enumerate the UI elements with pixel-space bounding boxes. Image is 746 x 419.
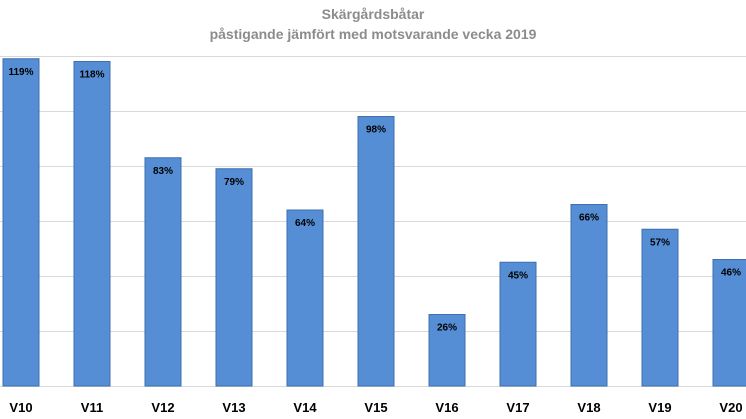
x-tick-label-v20: V20 — [719, 400, 742, 415]
bar-v14 — [286, 209, 324, 387]
bar-v18 — [570, 204, 608, 387]
bar-v16 — [428, 314, 466, 387]
x-tick-label-v12: V12 — [151, 400, 174, 415]
x-tick-label-v16: V16 — [435, 400, 458, 415]
bar-v13 — [215, 168, 253, 387]
x-tick-label-v13: V13 — [222, 400, 245, 415]
bars — [2, 58, 746, 387]
x-tick-label-v18: V18 — [577, 400, 600, 415]
bar-v17 — [499, 261, 537, 387]
data-label-v10: 119% — [8, 67, 33, 78]
x-tick-label-v14: V14 — [293, 400, 317, 415]
bar-v20 — [712, 259, 746, 387]
bar-v10 — [2, 58, 40, 387]
x-tick-label-v10: V10 — [9, 400, 32, 415]
data-label-v18: 66% — [579, 213, 599, 224]
data-label-v17: 45% — [508, 270, 528, 281]
chart-subtitle: påstigande jämfört med motsvarande vecka… — [209, 26, 537, 42]
data-label-v15: 98% — [366, 125, 386, 136]
data-label-v20: 46% — [721, 268, 741, 279]
x-tick-label-v11: V11 — [81, 400, 103, 415]
data-label-v12: 83% — [153, 166, 173, 177]
bar-v11 — [73, 61, 111, 387]
data-label-v16: 26% — [437, 323, 457, 334]
data-label-v14: 64% — [295, 218, 315, 229]
bar-v15 — [357, 116, 395, 387]
x-tick-label-v17: V17 — [506, 400, 529, 415]
x-tick-label-v19: V19 — [648, 400, 671, 415]
x-tick-label-v15: V15 — [364, 400, 387, 415]
data-label-v11: 118% — [79, 70, 104, 81]
bar-v12 — [144, 157, 182, 387]
data-label-v13: 79% — [224, 177, 244, 188]
chart-title: Skärgårdsbåtar — [321, 6, 425, 22]
x-axis-tick-labels: V10 V11 V12 V13 V14 V15 V16 V17 V18 V19 V20 — [9, 400, 742, 415]
bar-v19 — [641, 228, 679, 387]
data-label-v19: 57% — [650, 237, 670, 248]
bar-labels: 119% 118% 83% 79% 64% 98% 26% 45% 66% 57% 46% — [8, 67, 741, 334]
